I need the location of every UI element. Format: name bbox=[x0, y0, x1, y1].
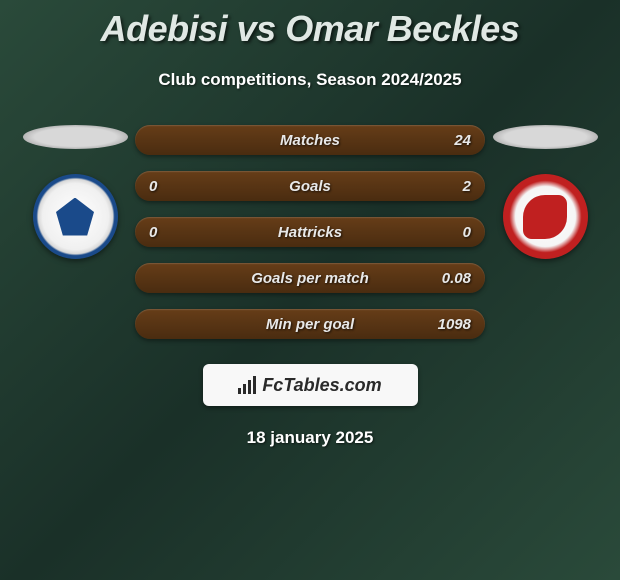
stat-row-goals: 0 Goals 2 bbox=[135, 171, 485, 201]
stat-row-goals-per-match: Goals per match 0.08 bbox=[135, 263, 485, 293]
right-club-badge-icon bbox=[503, 174, 588, 259]
stat-right-value: 0 bbox=[421, 224, 471, 241]
bar-chart-icon bbox=[238, 376, 256, 394]
stat-right-value: 1098 bbox=[421, 316, 471, 333]
comparison-card: Adebisi vs Omar Beckles Club competition… bbox=[0, 0, 620, 448]
left-player-column bbox=[15, 125, 135, 259]
stat-label: Matches bbox=[280, 132, 340, 149]
player-silhouette-placeholder bbox=[493, 125, 598, 149]
stat-label: Goals bbox=[289, 178, 331, 195]
page-title: Adebisi vs Omar Beckles bbox=[0, 8, 620, 50]
stat-right-value: 24 bbox=[421, 132, 471, 149]
main-area: Matches 24 0 Goals 2 0 Hattricks 0 Goals… bbox=[0, 125, 620, 339]
source-logo-text: FcTables.com bbox=[262, 375, 381, 396]
player-silhouette-placeholder bbox=[23, 125, 128, 149]
date-label: 18 january 2025 bbox=[0, 428, 620, 448]
right-player-column bbox=[485, 125, 605, 259]
stat-left-value: 0 bbox=[149, 224, 199, 241]
stat-label: Min per goal bbox=[266, 316, 354, 333]
stats-list: Matches 24 0 Goals 2 0 Hattricks 0 Goals… bbox=[135, 125, 485, 339]
stat-label: Goals per match bbox=[251, 270, 369, 287]
stat-row-min-per-goal: Min per goal 1098 bbox=[135, 309, 485, 339]
left-club-badge-icon bbox=[33, 174, 118, 259]
stat-row-hattricks: 0 Hattricks 0 bbox=[135, 217, 485, 247]
source-logo: FcTables.com bbox=[203, 364, 418, 406]
stat-left-value: 0 bbox=[149, 178, 199, 195]
stat-right-value: 0.08 bbox=[421, 270, 471, 287]
stat-label: Hattricks bbox=[278, 224, 342, 241]
stat-right-value: 2 bbox=[421, 178, 471, 195]
subtitle: Club competitions, Season 2024/2025 bbox=[0, 70, 620, 90]
stat-row-matches: Matches 24 bbox=[135, 125, 485, 155]
